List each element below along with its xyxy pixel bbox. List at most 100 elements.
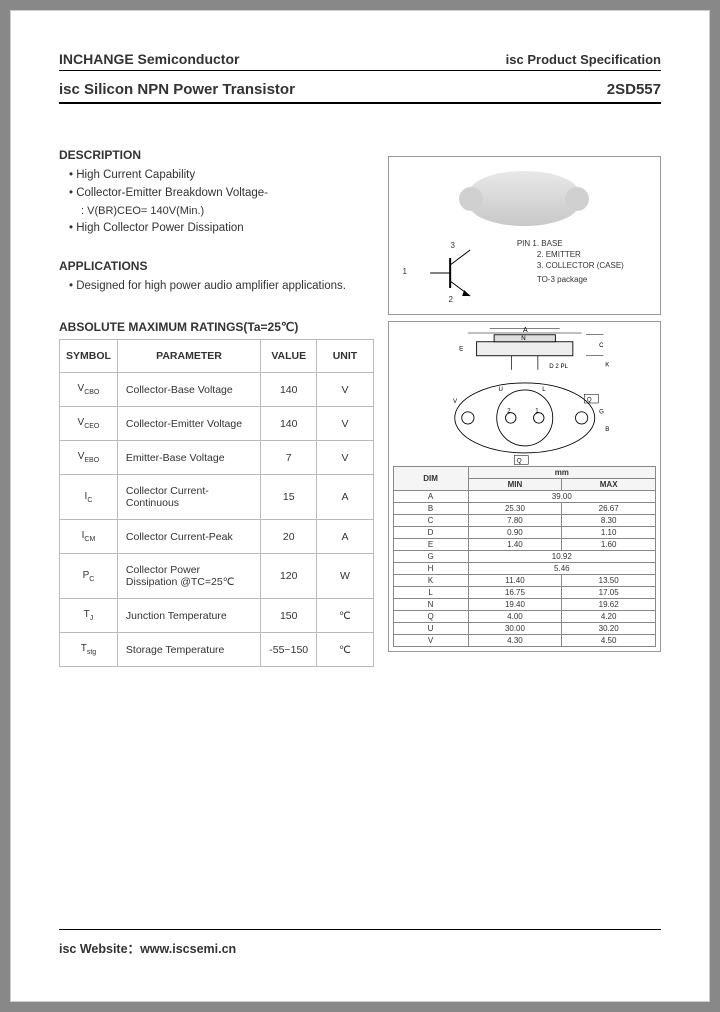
svg-text:K: K bbox=[605, 361, 609, 368]
description-list: • High Current Capability • Collector-Em… bbox=[59, 167, 374, 237]
mechanical-outline-icon: A N C E D 2 PL K 2 1 bbox=[393, 326, 656, 466]
pin-num-3: 3 bbox=[451, 240, 455, 251]
table-row: L16.7517.05 bbox=[393, 587, 655, 599]
col-value: VALUE bbox=[261, 340, 317, 373]
cell-value: 140 bbox=[261, 407, 317, 441]
table-row: D0.901.10 bbox=[393, 527, 655, 539]
table-row: TstgStorage Temperature-55~150℃ bbox=[60, 633, 374, 667]
page-footer: isc Website：www.iscsemi.cn bbox=[59, 929, 661, 957]
to3-package-icon bbox=[469, 171, 579, 226]
table-header-row: SYMBOL PARAMETER VALUE UNIT bbox=[60, 340, 374, 373]
table-row: E1.401.60 bbox=[393, 539, 655, 551]
page-header: INCHANGE Semiconductor isc Product Speci… bbox=[59, 51, 661, 71]
cell-unit: V bbox=[317, 441, 373, 475]
applications-heading: APPLICATIONS bbox=[59, 259, 374, 273]
company-name: INCHANGE Semiconductor bbox=[59, 51, 239, 67]
svg-text:Q: Q bbox=[586, 396, 591, 403]
table-row: VEBOEmitter-Base Voltage7V bbox=[60, 441, 374, 475]
col-symbol: SYMBOL bbox=[60, 340, 118, 373]
desc-item: • Collector-Emitter Breakdown Voltage- bbox=[69, 185, 374, 203]
page-subheader: isc Silicon NPN Power Transistor 2SD557 bbox=[59, 81, 661, 104]
table-row: B25.3026.67 bbox=[393, 503, 655, 515]
cell-value: 20 bbox=[261, 520, 317, 554]
cell-unit: A bbox=[317, 520, 373, 554]
svg-text:N: N bbox=[521, 335, 525, 342]
footer-url: www.iscsemi.cn bbox=[140, 942, 236, 956]
cell-symbol: Tstg bbox=[60, 633, 118, 667]
table-row: VCBOCollector-Base Voltage140V bbox=[60, 373, 374, 407]
dimensions-table: DIMmm MINMAX A39.00B25.3026.67C7.808.30D… bbox=[393, 466, 656, 647]
svg-text:V: V bbox=[453, 398, 458, 405]
table-row: N19.4019.62 bbox=[393, 599, 655, 611]
table-row: K11.4013.50 bbox=[393, 575, 655, 587]
cell-value: 120 bbox=[261, 554, 317, 599]
cell-param: Collector Current-Continuous bbox=[117, 475, 260, 520]
cell-symbol: VEBO bbox=[60, 441, 118, 475]
cell-unit: W bbox=[317, 554, 373, 599]
desc-item: • High Current Capability bbox=[69, 167, 374, 185]
cell-symbol: TJ bbox=[60, 599, 118, 633]
product-title: isc Silicon NPN Power Transistor bbox=[59, 81, 295, 98]
ratings-table: SYMBOL PARAMETER VALUE UNIT VCBOCollecto… bbox=[59, 339, 374, 667]
svg-text:L: L bbox=[542, 386, 546, 393]
cell-param: Junction Temperature bbox=[117, 599, 260, 633]
svg-text:Q: Q bbox=[516, 458, 521, 465]
cell-symbol: VCEO bbox=[60, 407, 118, 441]
svg-text:E: E bbox=[459, 346, 463, 353]
cell-symbol: PC bbox=[60, 554, 118, 599]
svg-text:G: G bbox=[599, 409, 604, 416]
table-row: ICMCollector Current-Peak20A bbox=[60, 520, 374, 554]
cell-value: 7 bbox=[261, 441, 317, 475]
svg-text:1: 1 bbox=[535, 408, 539, 415]
left-column: DESCRIPTION • High Current Capability • … bbox=[59, 138, 374, 667]
cell-param: Collector-Emitter Voltage bbox=[117, 407, 260, 441]
cell-unit: ℃ bbox=[317, 599, 373, 633]
cell-value: 15 bbox=[261, 475, 317, 520]
table-row: C7.808.30 bbox=[393, 515, 655, 527]
pin-labels: PIN 1. BASE 2. EMITTER 3. COLLECTOR (CAS… bbox=[517, 238, 654, 308]
cell-symbol: VCBO bbox=[60, 373, 118, 407]
table-row: ICCollector Current-Continuous15A bbox=[60, 475, 374, 520]
cell-value: -55~150 bbox=[261, 633, 317, 667]
datasheet-page: INCHANGE Semiconductor isc Product Speci… bbox=[10, 10, 710, 1002]
svg-text:C: C bbox=[599, 342, 604, 349]
package-photo-box: 1 2 3 PIN 1. BASE 2. EMITTER 3. COLLECTO… bbox=[388, 156, 661, 315]
app-item: • Designed for high power audio amplifie… bbox=[69, 278, 374, 296]
main-content: DESCRIPTION • High Current Capability • … bbox=[59, 138, 661, 667]
right-column: 1 2 3 PIN 1. BASE 2. EMITTER 3. COLLECTO… bbox=[388, 138, 661, 667]
cell-param: Collector Current-Peak bbox=[117, 520, 260, 554]
description-heading: DESCRIPTION bbox=[59, 148, 374, 162]
table-row: H5.46 bbox=[393, 563, 655, 575]
cell-unit: ℃ bbox=[317, 633, 373, 667]
pin-num-1: 1 bbox=[403, 266, 407, 277]
desc-item: • High Collector Power Dissipation bbox=[69, 220, 374, 238]
pin-num-2: 2 bbox=[449, 294, 453, 305]
footer-label: isc Website： bbox=[59, 942, 140, 956]
svg-text:A: A bbox=[523, 327, 528, 334]
svg-text:D 2 PL: D 2 PL bbox=[549, 363, 568, 370]
cell-param: Collector Power Dissipation @TC=25℃ bbox=[117, 554, 260, 599]
table-row: A39.00 bbox=[393, 491, 655, 503]
part-number: 2SD557 bbox=[607, 81, 661, 98]
cell-param: Storage Temperature bbox=[117, 633, 260, 667]
cell-value: 140 bbox=[261, 373, 317, 407]
table-row: G10.92 bbox=[393, 551, 655, 563]
table-row: PCCollector Power Dissipation @TC=25℃120… bbox=[60, 554, 374, 599]
table-row: V4.304.50 bbox=[393, 635, 655, 647]
table-row: TJJunction Temperature150℃ bbox=[60, 599, 374, 633]
transistor-symbol-icon: 1 2 3 bbox=[395, 238, 509, 308]
svg-text:2: 2 bbox=[507, 408, 511, 415]
cell-unit: V bbox=[317, 407, 373, 441]
table-row: U30.0030.20 bbox=[393, 623, 655, 635]
desc-sub-item: : V(BR)CEO= 140V(Min.) bbox=[69, 203, 374, 220]
svg-text:B: B bbox=[605, 426, 609, 433]
col-unit: UNIT bbox=[317, 340, 373, 373]
cell-unit: V bbox=[317, 373, 373, 407]
doc-type: isc Product Specification bbox=[506, 52, 661, 67]
cell-param: Emitter-Base Voltage bbox=[117, 441, 260, 475]
cell-unit: A bbox=[317, 475, 373, 520]
col-parameter: PARAMETER bbox=[117, 340, 260, 373]
cell-symbol: IC bbox=[60, 475, 118, 520]
outline-drawing-box: A N C E D 2 PL K 2 1 bbox=[388, 321, 661, 652]
table-row: VCEOCollector-Emitter Voltage140V bbox=[60, 407, 374, 441]
